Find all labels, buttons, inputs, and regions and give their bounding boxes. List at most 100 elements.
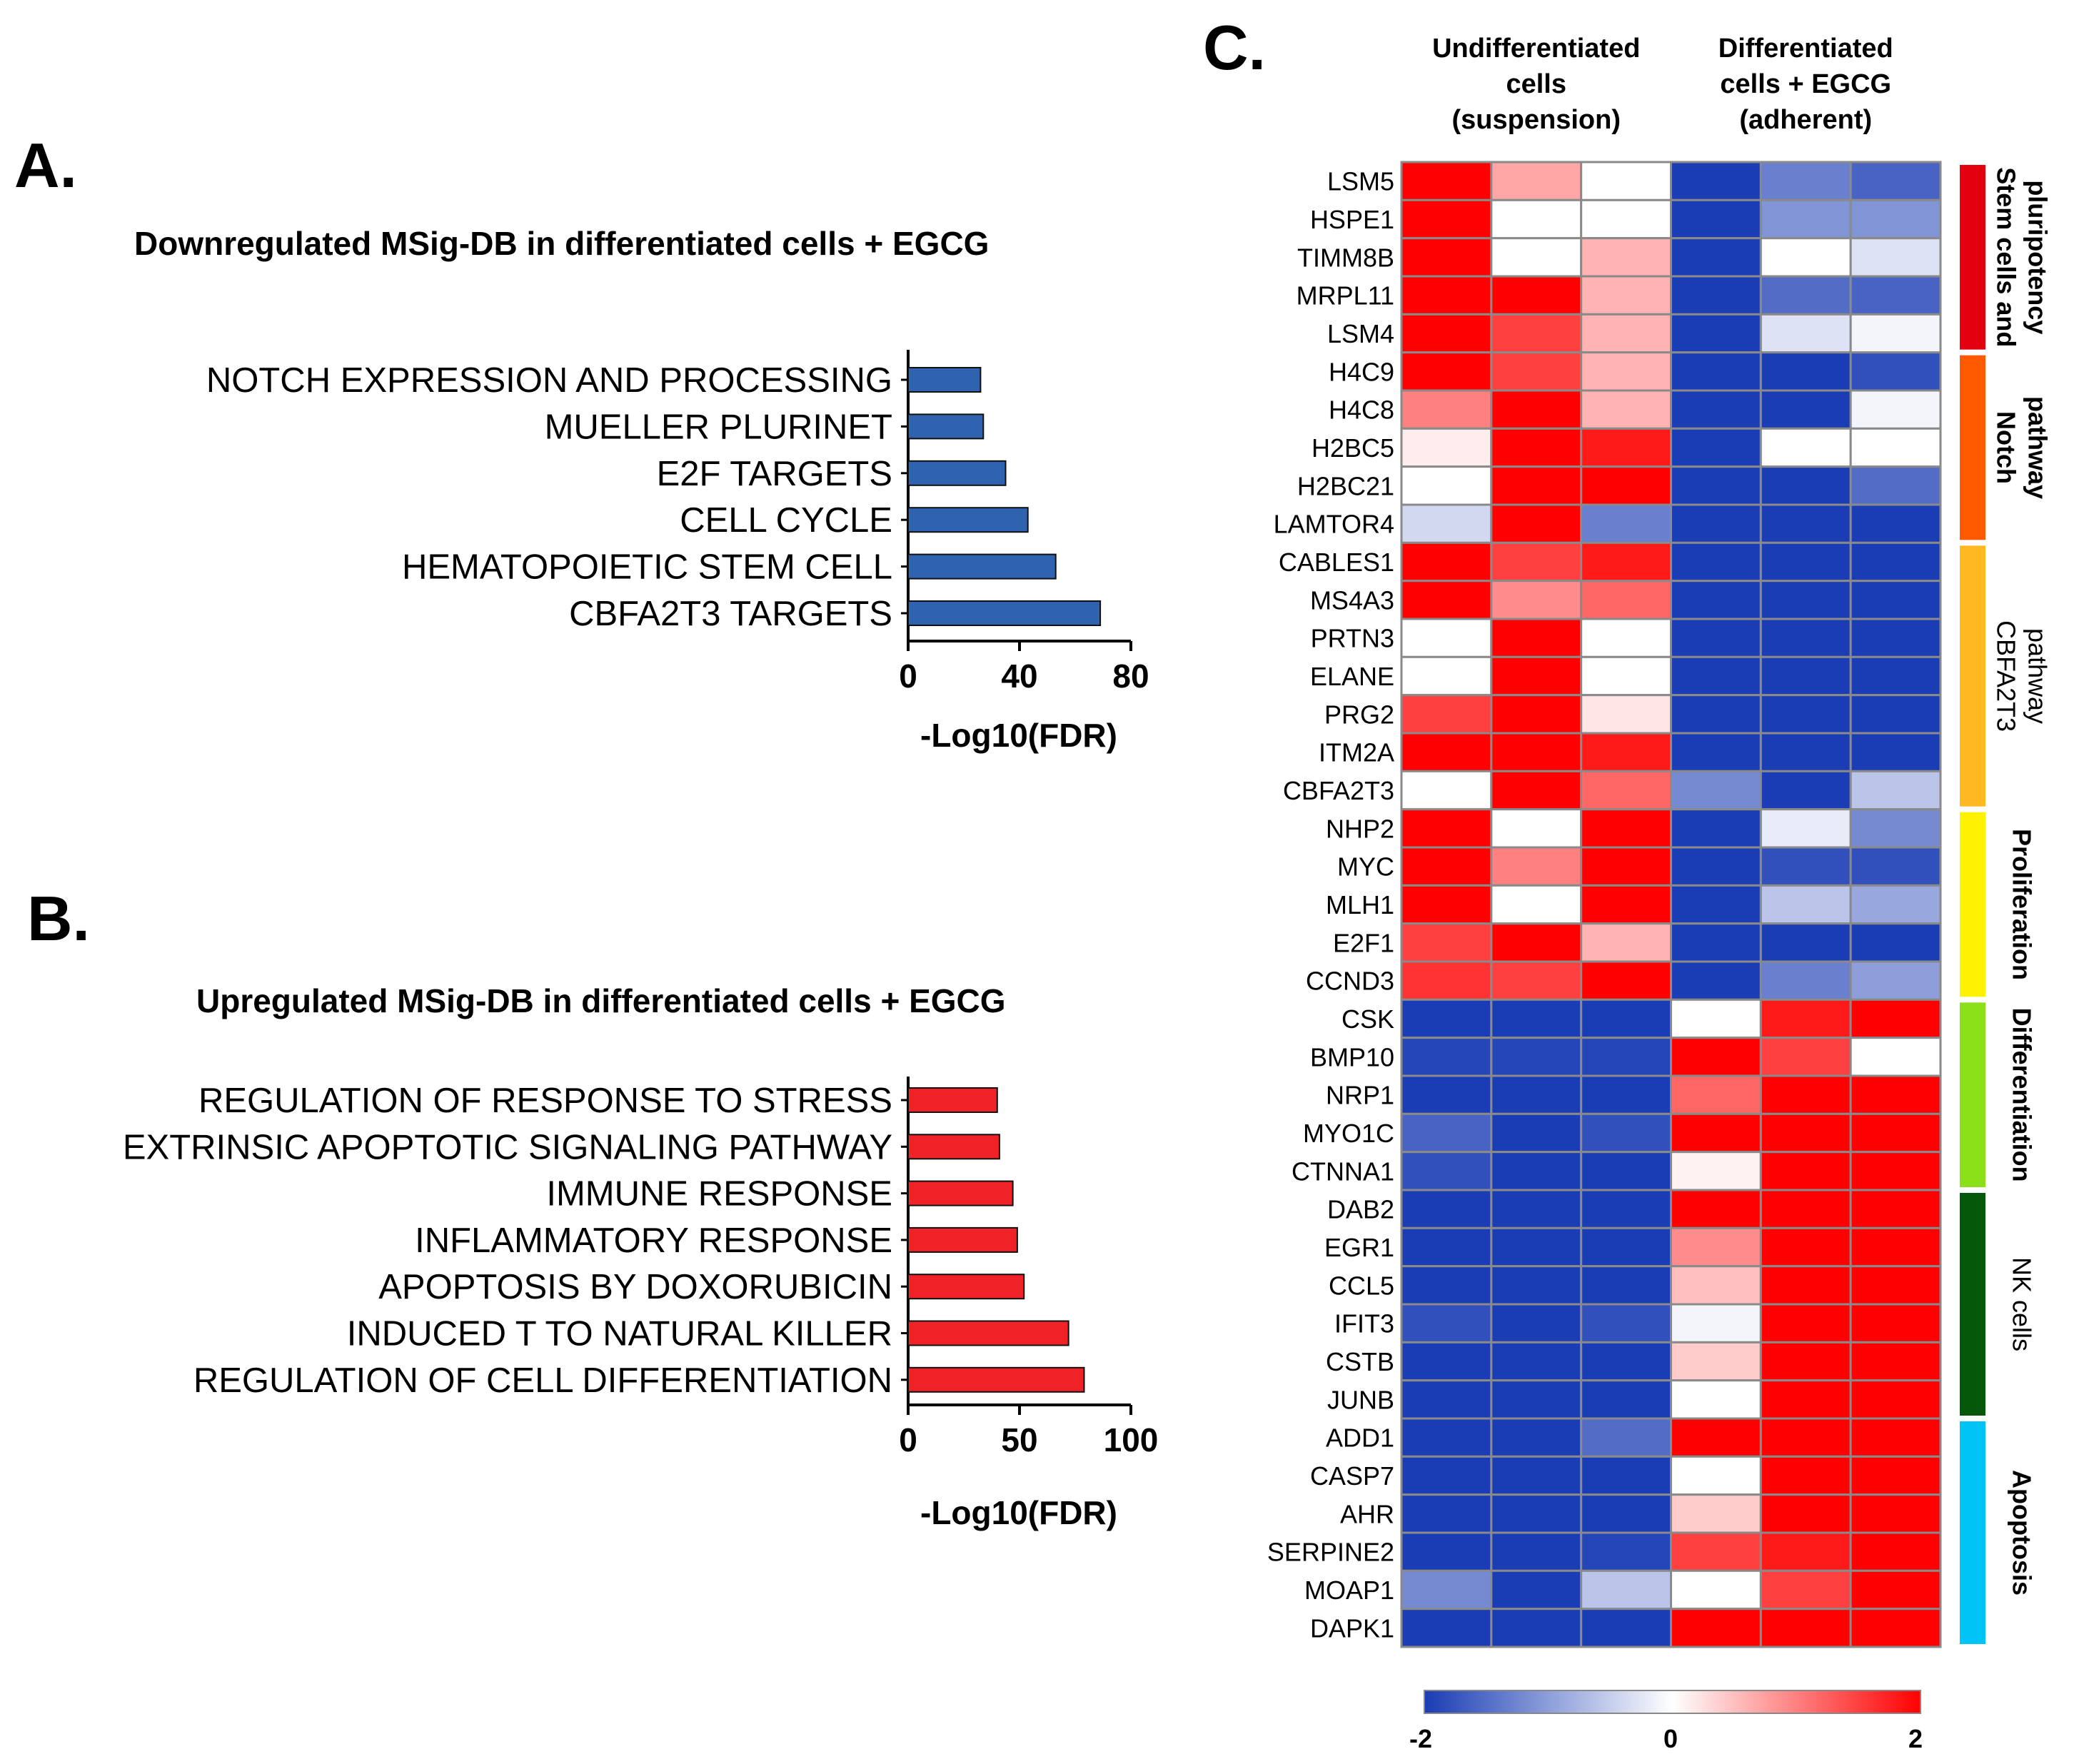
row-group-color-bar [1960,1193,1985,1416]
gene-row-label: MLH1 [1326,890,1394,919]
heatmap-cell [1670,580,1762,620]
heatmap-cell [1670,1569,1762,1611]
heatmap-cell [1759,1341,1852,1382]
heatmap-cell [1490,237,1583,278]
heatmap-cell [1670,1455,1762,1496]
heatmap-cell [1759,161,1852,201]
heatmap-cell [1490,1608,1583,1648]
heatmap-cell [1580,998,1673,1039]
heatmap-cell [1759,655,1852,697]
heatmap-cell [1490,1226,1583,1268]
row-group-label: pluripotency [2023,180,2053,334]
heatmap-cell [1759,1112,1852,1154]
heatmap-cell [1400,618,1493,658]
heatmap-cell [1670,427,1762,468]
heatmap-cell [1759,1417,1852,1458]
heatmap-cell [1400,1531,1493,1572]
heatmap-cell [1759,1608,1852,1648]
heatmap-cell [1580,1151,1673,1191]
panel-b-bar [907,1274,1025,1300]
heatmap-cell [1759,351,1852,392]
heatmap-cell [1670,1341,1762,1382]
heatmap-cell [1670,1226,1762,1268]
heatmap-cell [1580,694,1673,735]
heatmap-cell [1580,1265,1673,1306]
heatmap-cell [1490,313,1583,354]
panel-b-bar [907,1226,1018,1253]
heatmap-cell [1670,161,1762,201]
heatmap-cell [1759,846,1852,887]
heatmap-cell [1400,1265,1493,1306]
heatmap-cell [1400,1379,1493,1420]
heatmap-cell [1580,313,1673,354]
heatmap-cell [1490,1341,1583,1382]
heatmap-cell [1759,1037,1852,1077]
heatmap-cell [1490,770,1583,811]
column-group-header: Differentiated [1718,34,1893,64]
panel-b-bar [907,1320,1069,1346]
heatmap-cell [1759,732,1852,772]
heatmap-cell [1849,237,1942,278]
heatmap-cell [1400,1303,1493,1344]
heatmap-cell [1849,694,1942,735]
heatmap-cell [1490,846,1583,887]
heatmap-cell [1670,1493,1762,1534]
gene-row-label: BMP10 [1310,1042,1394,1072]
heatmap-cell [1849,1455,1942,1496]
heatmap-cell [1400,1189,1493,1229]
heatmap-cell [1580,1531,1673,1572]
heatmap-cell [1400,541,1493,583]
panel-a-category-label: MUELLER PLURINET [545,408,892,446]
heatmap-cell [1759,580,1852,620]
panel-b-category-label: IMMUNE RESPONSE [546,1175,892,1214]
heatmap-cell [1580,1455,1673,1496]
heatmap-cell [1490,541,1583,583]
heatmap-cell [1670,198,1762,240]
row-group-color-bar [1960,545,1985,807]
panel-a-category-label: CELL CYCLE [680,501,892,540]
heatmap-cell [1400,275,1493,316]
heatmap-cell [1490,998,1583,1039]
heatmap-cell [1670,770,1762,811]
heatmap-cell [1670,998,1762,1039]
heatmap-cell [1400,580,1493,620]
heatmap-cell [1490,1569,1583,1611]
heatmap-cell [1759,1569,1852,1611]
heatmap-cell [1759,770,1852,811]
panel-b-x-tick-label: 100 [1104,1421,1159,1458]
row-group-label: Proliferation [2008,829,2037,980]
heatmap-cell [1759,1379,1852,1420]
panel-a-category-label: NOTCH EXPRESSION AND PROCESSING [206,361,892,400]
heatmap-cell [1759,503,1852,544]
heatmap-cell [1580,770,1673,811]
heatmap-cell [1670,503,1762,544]
heatmap-cell [1849,998,1942,1039]
heatmap-cell [1400,1493,1493,1534]
heatmap-cell [1400,503,1493,544]
gene-row-label: AHR [1340,1499,1394,1528]
heatmap-cell [1580,884,1673,925]
panel-a-bar [907,460,1007,486]
row-group-color-bar [1960,165,1985,350]
heatmap-cell [1849,351,1942,392]
heatmap-cell [1400,846,1493,887]
heatmap-cell [1490,694,1583,735]
row-group-label: Stem cells and [1992,167,2021,347]
heatmap-cell [1490,1531,1583,1572]
gene-row-label: CCL5 [1329,1271,1394,1300]
heatmap-cell [1670,1151,1762,1191]
color-scale-bar [1424,1690,1921,1714]
gene-row-label: PRG2 [1324,700,1394,729]
gene-row-label: SERPINE2 [1267,1538,1394,1567]
panel-b-x-tick-label: 50 [1001,1421,1037,1458]
gene-row-label: CSTB [1326,1347,1394,1376]
gene-row-label: CCND3 [1306,967,1394,996]
gene-row-label: MOAP1 [1304,1576,1394,1605]
heatmap-cell [1759,465,1852,506]
heatmap-cell [1400,922,1493,963]
heatmap-cell [1670,1379,1762,1420]
heatmap-cell [1400,1417,1493,1458]
heatmap-cell [1580,655,1673,697]
gene-row-label: CTNNA1 [1292,1156,1394,1186]
heatmap-cell [1759,198,1852,240]
